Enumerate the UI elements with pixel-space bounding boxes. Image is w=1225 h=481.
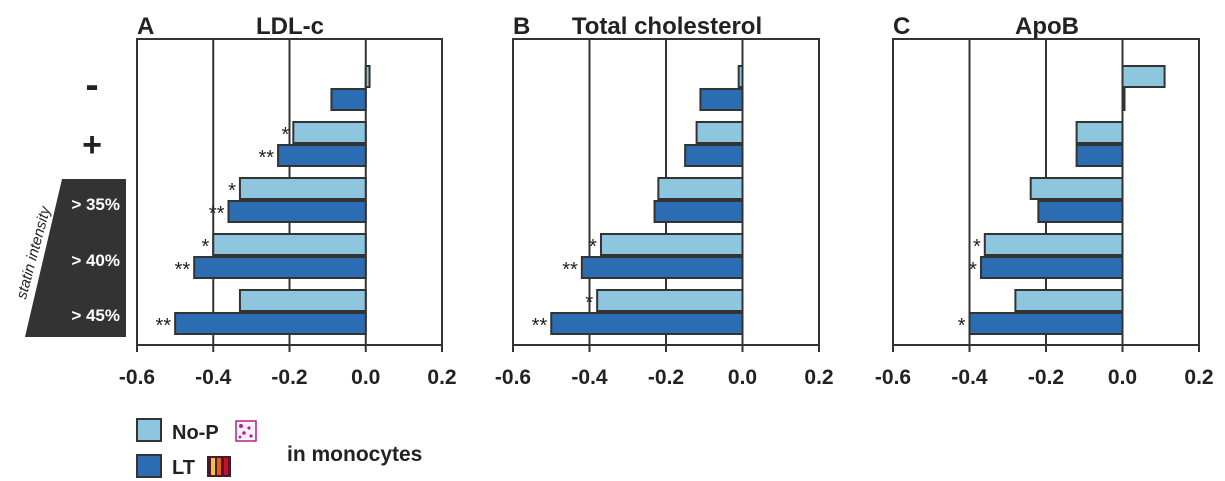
bar-nop-4 [212, 233, 367, 256]
panel-letter: A [137, 13, 154, 40]
significance-stars: ** [175, 259, 191, 281]
bar-nop-2 [292, 121, 367, 144]
bar-lt-2 [1075, 144, 1124, 167]
panel-title: ApoB [1015, 13, 1079, 40]
panel-title: LDL-c [256, 13, 324, 40]
significance-stars: * [973, 236, 981, 258]
bar-nop-1 [364, 65, 371, 88]
x-tick-label: 0.2 [804, 366, 833, 389]
statin-intensity-wedge [25, 179, 126, 337]
significance-stars: * [228, 180, 236, 202]
x-tick-label: -0.2 [271, 366, 307, 389]
purple-dotted-square-icon [235, 420, 257, 442]
bar-lt-1 [1121, 88, 1126, 111]
row-label-45: > 45% [71, 306, 120, 325]
significance-stars: * [585, 292, 593, 314]
bar-lt-1 [699, 88, 744, 111]
bar-lt-4 [580, 256, 744, 279]
bar-lt-2 [277, 144, 367, 167]
significance-stars: * [958, 315, 966, 337]
x-tick-label: -0.4 [951, 366, 988, 389]
significance-stars: * [282, 124, 290, 146]
bar-lt-1 [330, 88, 367, 111]
bar-nop-3 [657, 177, 744, 200]
bar-lt-5 [550, 312, 744, 335]
bar-nop-4 [599, 233, 744, 256]
row-label-35: > 35% [71, 195, 120, 214]
bar-nop-5 [238, 289, 367, 312]
legend-label-lt: LT [172, 457, 195, 479]
legend-swatch-lt [136, 454, 162, 478]
bar-nop-1 [1121, 65, 1166, 88]
significance-stars: ** [209, 203, 225, 225]
row-label-plus: + [82, 126, 102, 164]
x-tick-label: 0.2 [427, 366, 456, 389]
row-label-minus: - [85, 63, 98, 107]
bar-lt-5 [968, 312, 1124, 335]
x-tick-label: -0.6 [119, 366, 155, 389]
bar-nop-4 [983, 233, 1124, 256]
striped-bars-icon [207, 456, 231, 477]
x-tick-label: 0.0 [1108, 366, 1137, 389]
bar-nop-2 [1075, 121, 1124, 144]
bar-nop-3 [1029, 177, 1124, 200]
x-tick-label: 0.0 [351, 366, 380, 389]
bar-lt-5 [174, 312, 367, 335]
significance-stars: * [201, 236, 209, 258]
significance-stars: ** [156, 315, 172, 337]
x-tick-label: -0.6 [875, 366, 911, 389]
panel-a: A LDL-c-0.6 -0.4 -0.2 0.0 0.2*********** [119, 13, 457, 389]
bar-nop-5 [1014, 289, 1124, 312]
panel-letter: C [893, 13, 910, 40]
bar-lt-2 [684, 144, 744, 167]
significance-stars: * [589, 236, 597, 258]
bar-lt-3 [227, 200, 367, 223]
bar-nop-3 [238, 177, 367, 200]
legend-label-nop: No-P [172, 422, 219, 444]
x-tick-label: -0.2 [1028, 366, 1064, 389]
significance-stars: * [969, 259, 977, 281]
significance-stars: ** [562, 259, 578, 281]
panel-letter: B [513, 13, 530, 40]
bar-nop-5 [596, 289, 744, 312]
bar-lt-3 [1037, 200, 1124, 223]
bar-nop-2 [695, 121, 744, 144]
bar-lt-3 [653, 200, 744, 223]
bar-lt-4 [193, 256, 367, 279]
x-tick-label: 0.2 [1184, 366, 1213, 389]
x-tick-label: -0.4 [571, 366, 608, 389]
significance-stars: ** [258, 147, 274, 169]
x-tick-label: -0.6 [495, 366, 531, 389]
legend-swatch-nop [136, 418, 162, 442]
panel-c: C ApoB-0.6 -0.4 -0.2 0.0 0.2*** [875, 13, 1214, 389]
bar-nop-1 [737, 65, 744, 88]
legend-suffix: in monocytes [287, 443, 422, 466]
x-tick-label: -0.2 [648, 366, 684, 389]
row-label-40: > 40% [71, 251, 120, 270]
panel-title: Total cholesterol [572, 13, 762, 40]
x-tick-label: 0.0 [728, 366, 757, 389]
panel-b: B Total cholesterol-0.6 -0.4 -0.2 0.0 0.2****… [495, 13, 834, 389]
significance-stars: ** [532, 315, 548, 337]
x-tick-label: -0.4 [195, 366, 232, 389]
bar-lt-4 [979, 256, 1124, 279]
